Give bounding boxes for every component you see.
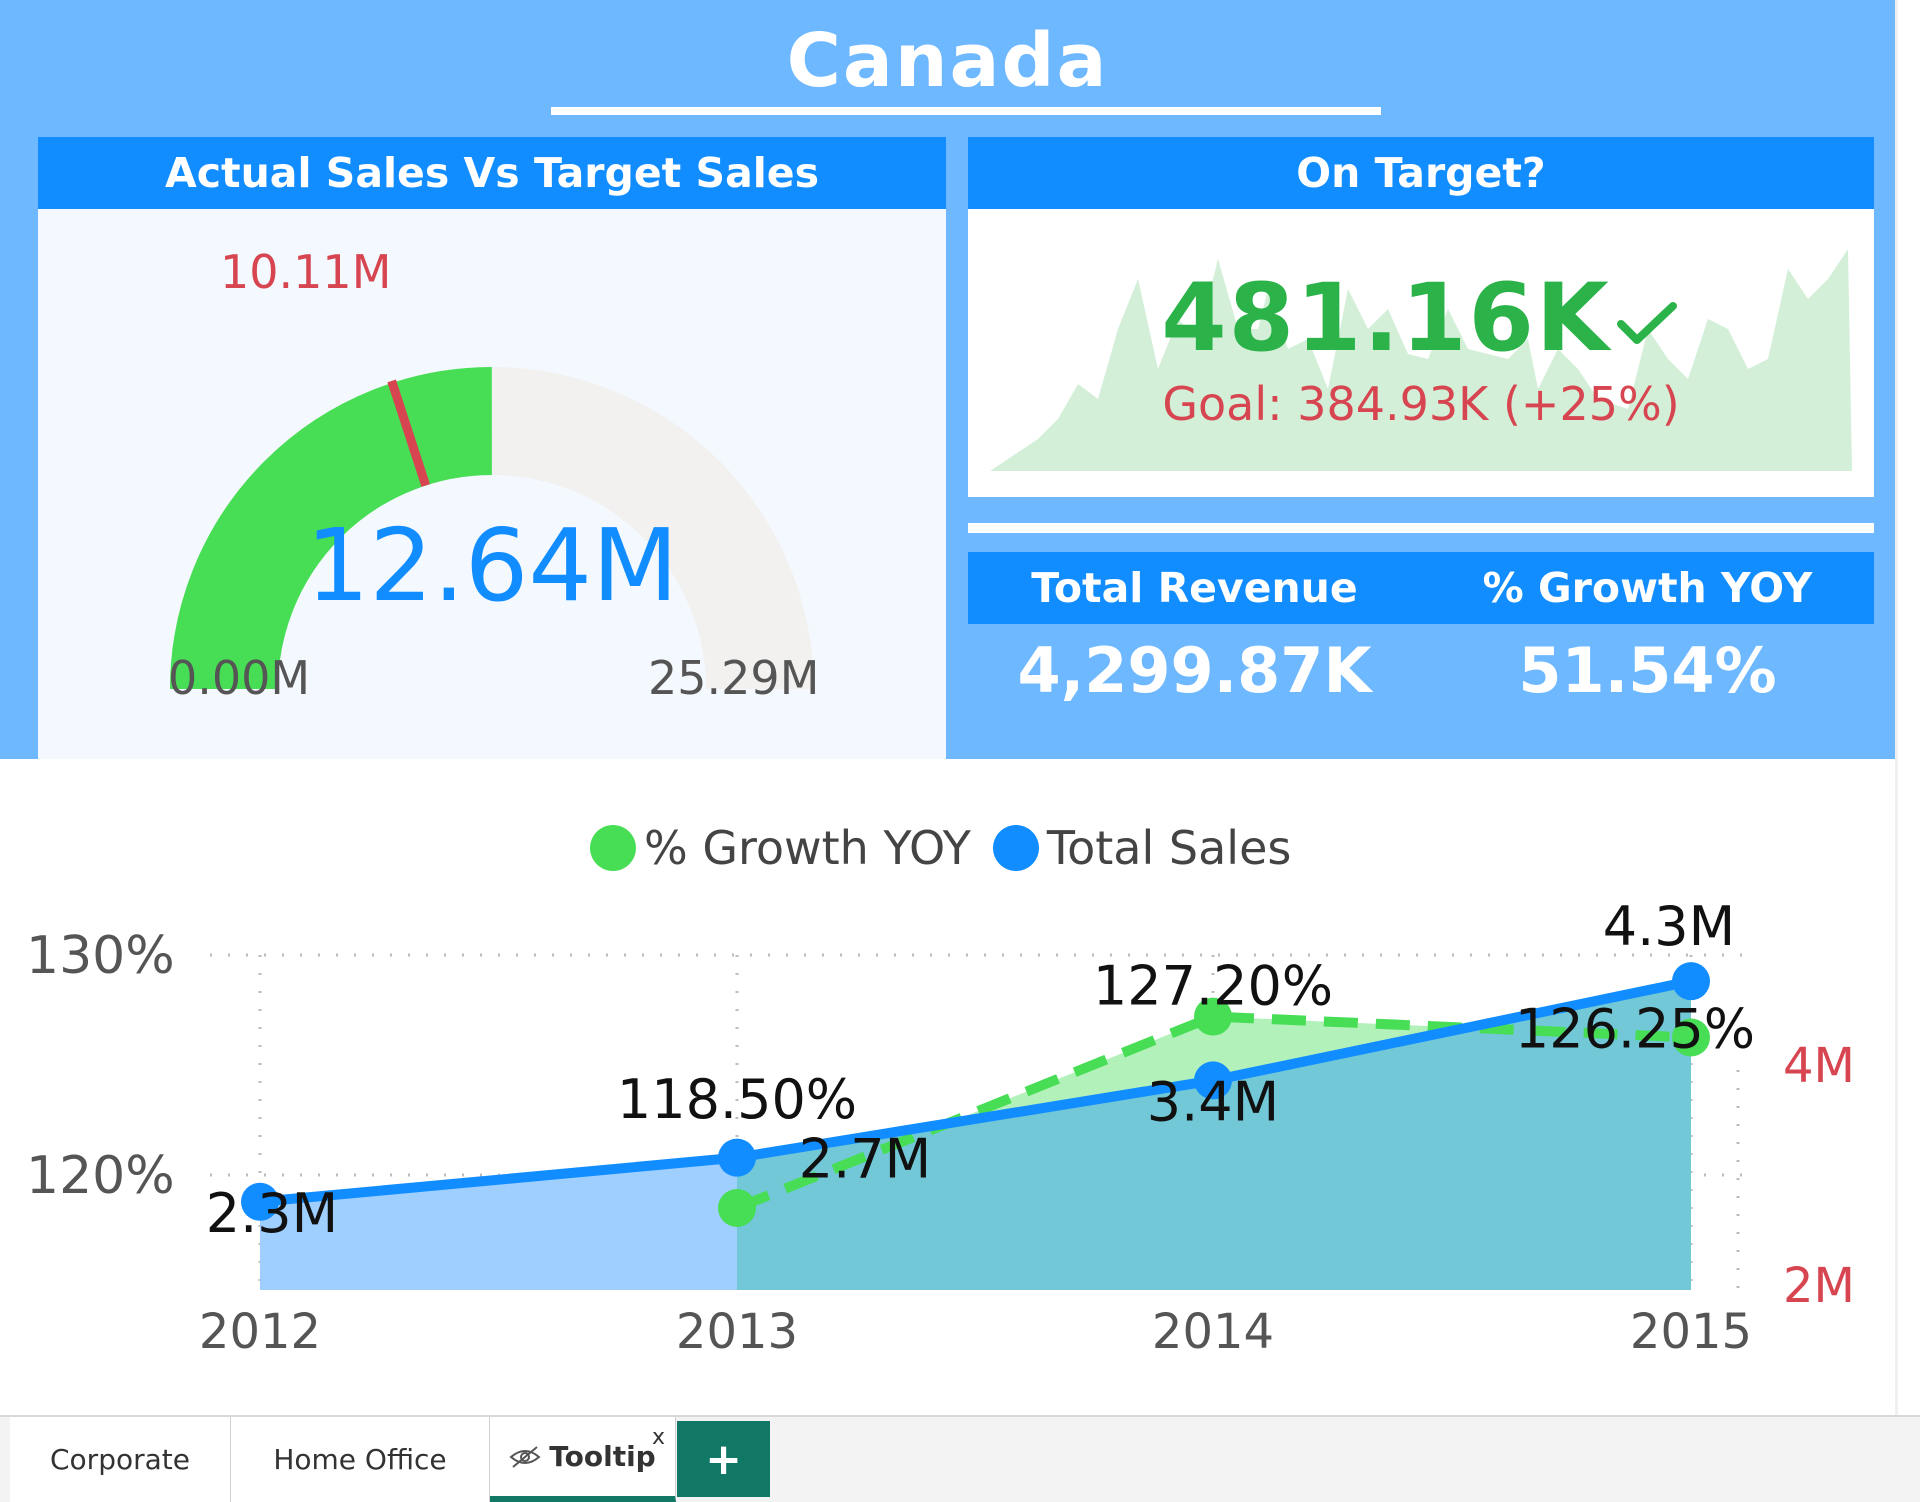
page-margin bbox=[1895, 0, 1920, 1415]
tab-tooltip[interactable]: Tooltip x bbox=[490, 1417, 676, 1502]
page-tab-bar: Corporate Home Office Tooltip x + bbox=[0, 1415, 1920, 1502]
gauge-target-marker bbox=[387, 379, 430, 487]
overlap-area bbox=[737, 981, 1691, 1290]
on-target-goal: Goal: 384.93K (+25%) bbox=[1162, 377, 1680, 431]
page-margin-line bbox=[1895, 0, 1898, 1415]
sales-point-2012 bbox=[241, 1182, 279, 1221]
growth-yoy-label: % Growth YOY bbox=[1482, 564, 1813, 612]
chart-labels: 118.50% 127.20% 126.25% 2.3M 2.7M 3.4M 4.3M 201… bbox=[26, 895, 1855, 1360]
growth-point-2014 bbox=[1194, 997, 1232, 1036]
close-tab-button[interactable]: x bbox=[651, 1425, 665, 1450]
add-page-button[interactable]: + bbox=[677, 1421, 770, 1497]
y-left-tick-1: 120% bbox=[26, 1146, 175, 1206]
gauge-fill bbox=[170, 367, 493, 690]
growth-line bbox=[735, 1011, 1692, 1213]
sales-line bbox=[259, 976, 1693, 1207]
x-tick-2013: 2013 bbox=[676, 1304, 798, 1360]
gauge-max-label: 25.29M bbox=[648, 651, 820, 705]
growth-yoy-value[interactable]: 51.54% bbox=[1518, 634, 1777, 707]
gauge-value: 12.64M bbox=[305, 507, 679, 624]
total-revenue-label: Total Revenue bbox=[1031, 564, 1358, 612]
tab-home-office-label: Home Office bbox=[273, 1443, 447, 1476]
on-target-value: 481.16K bbox=[968, 264, 1874, 373]
x-tick-2014: 2014 bbox=[1152, 1304, 1274, 1360]
legend-label-growth: % Growth YOY bbox=[644, 821, 971, 875]
sales-point-2013 bbox=[718, 1138, 756, 1177]
sales-label-2015: 4.3M bbox=[1603, 895, 1735, 958]
page-title: Canada bbox=[786, 18, 1109, 104]
tab-tooltip-label: Tooltip bbox=[549, 1440, 656, 1473]
legend-dot-growth bbox=[590, 825, 636, 871]
gauge-panel-header: Actual Sales Vs Target Sales bbox=[38, 137, 946, 209]
chart-lines bbox=[259, 976, 1693, 1213]
kpi-header: Total Revenue % Growth YOY bbox=[968, 552, 1874, 624]
sales-point-2015 bbox=[1672, 962, 1710, 1001]
growth-point-2013 bbox=[718, 1189, 756, 1227]
growth-sales-chart[interactable]: 118.50% 127.20% 126.25% 2.3M 2.7M 3.4M 4.3M 201… bbox=[0, 880, 1895, 1400]
trend-area bbox=[990, 249, 1852, 471]
y-left-tick-0: 130% bbox=[26, 926, 175, 986]
legend-item-growth[interactable]: % Growth YOY bbox=[590, 821, 971, 875]
y-right-tick-1: 2M bbox=[1783, 1258, 1855, 1314]
tab-home-office[interactable]: Home Office bbox=[231, 1417, 490, 1502]
sales-label-2012: 2.3M bbox=[206, 1182, 338, 1245]
hidden-eye-icon bbox=[509, 1445, 541, 1468]
x-tick-2015: 2015 bbox=[1630, 1304, 1752, 1360]
chart-points bbox=[241, 962, 1710, 1227]
sales-label-2014: 3.4M bbox=[1147, 1070, 1279, 1133]
title-underline bbox=[551, 107, 1381, 115]
chart-legend: % Growth YOY Total Sales bbox=[590, 818, 1313, 878]
sales-gauge[interactable] bbox=[38, 209, 946, 759]
check-icon bbox=[1616, 302, 1677, 345]
growth-point-2015 bbox=[1672, 1018, 1710, 1057]
on-target-panel[interactable]: On Target? 481.16K Goal: 384.93K (+25%) bbox=[968, 137, 1874, 497]
sales-point-2014 bbox=[1194, 1061, 1232, 1100]
trend-sparkline bbox=[990, 249, 1852, 471]
on-target-header: On Target? bbox=[968, 137, 1874, 209]
growth-label-2015: 126.25% bbox=[1515, 998, 1755, 1061]
gauge-panel[interactable]: Actual Sales Vs Target Sales 10.11M 12.6… bbox=[38, 137, 946, 759]
growth-label-2014: 127.20% bbox=[1093, 955, 1333, 1018]
sales-label-2013: 2.7M bbox=[799, 1128, 931, 1191]
total-revenue-value[interactable]: 4,299.87K bbox=[1017, 634, 1372, 707]
gauge-target-label: 10.11M bbox=[220, 245, 392, 299]
gauge-min-label: 0.00M bbox=[168, 651, 311, 705]
legend-label-sales: Total Sales bbox=[1046, 821, 1292, 875]
legend-item-sales[interactable]: Total Sales bbox=[992, 821, 1292, 875]
on-target-value-text: 481.16K bbox=[1161, 264, 1611, 373]
legend-dot-sales bbox=[992, 825, 1039, 871]
growth-label-2013: 118.50% bbox=[617, 1068, 857, 1131]
on-target-card: 481.16K Goal: 384.93K (+25%) bbox=[968, 209, 1874, 497]
x-tick-2012: 2012 bbox=[199, 1304, 321, 1360]
y-right-tick-0: 4M bbox=[1783, 1038, 1855, 1094]
tab-corporate-label: Corporate bbox=[50, 1443, 190, 1476]
kpi-divider bbox=[968, 523, 1874, 533]
tab-corporate[interactable]: Corporate bbox=[10, 1417, 231, 1502]
